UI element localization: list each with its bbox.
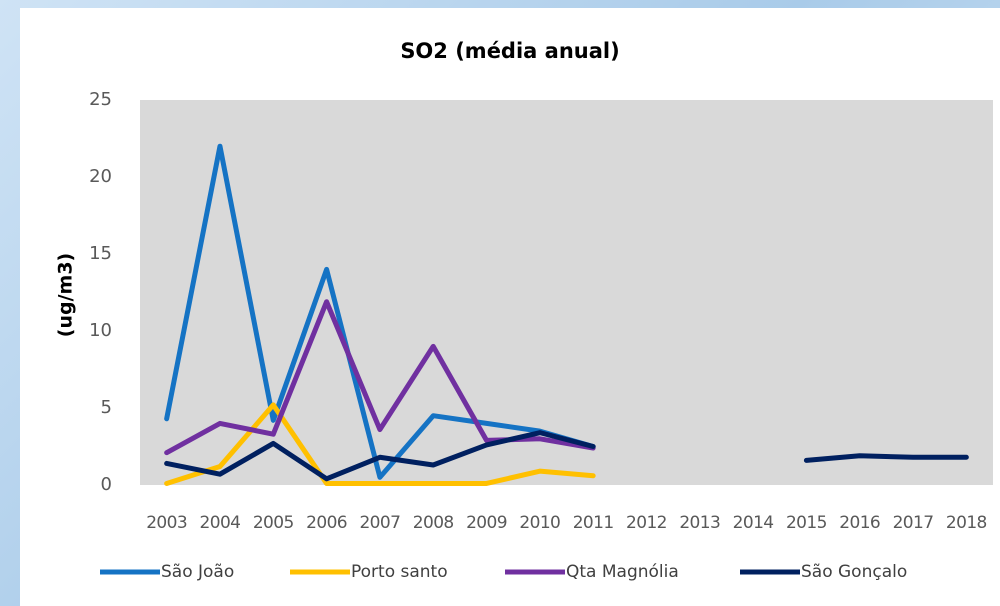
y-tick-label: 0 bbox=[101, 474, 112, 495]
x-tick-label: 2010 bbox=[519, 513, 560, 533]
series-line bbox=[164, 143, 596, 480]
x-tick-label: 2014 bbox=[733, 513, 774, 533]
x-tick-label: 2008 bbox=[413, 513, 454, 533]
legend-label: São João bbox=[161, 562, 234, 582]
legend-label: Porto santo bbox=[351, 562, 448, 582]
series-line bbox=[164, 430, 969, 482]
y-tick-label: 5 bbox=[101, 397, 112, 418]
x-tick-label: 2003 bbox=[146, 513, 187, 533]
y-tick-label: 20 bbox=[89, 166, 112, 187]
x-tick-label: 2005 bbox=[253, 513, 294, 533]
x-tick-label: 2007 bbox=[359, 513, 400, 533]
chart-title: SO2 (média anual) bbox=[400, 39, 619, 63]
legend-label: São Gonçalo bbox=[801, 562, 907, 582]
x-tick-label: 2006 bbox=[306, 513, 347, 533]
x-tick-label: 2009 bbox=[466, 513, 507, 533]
x-tick-label: 2013 bbox=[679, 513, 720, 533]
x-tick-label: 2018 bbox=[946, 513, 987, 533]
y-tick-label: 15 bbox=[89, 243, 112, 264]
x-tick-label: 2012 bbox=[626, 513, 667, 533]
x-tick-label: 2017 bbox=[893, 513, 934, 533]
plot-area bbox=[140, 100, 993, 485]
y-tick-label: 10 bbox=[89, 320, 112, 341]
x-tick-label: 2015 bbox=[786, 513, 827, 533]
y-axis-label: (ug/m3) bbox=[55, 253, 77, 337]
series-line bbox=[164, 299, 596, 456]
x-tick-label: 2004 bbox=[200, 513, 241, 533]
x-tick-label: 2011 bbox=[573, 513, 614, 533]
y-tick-label: 25 bbox=[89, 89, 112, 110]
x-tick-label: 2016 bbox=[839, 513, 880, 533]
legend-label: Qta Magnólia bbox=[566, 562, 679, 582]
series-line bbox=[164, 402, 596, 486]
